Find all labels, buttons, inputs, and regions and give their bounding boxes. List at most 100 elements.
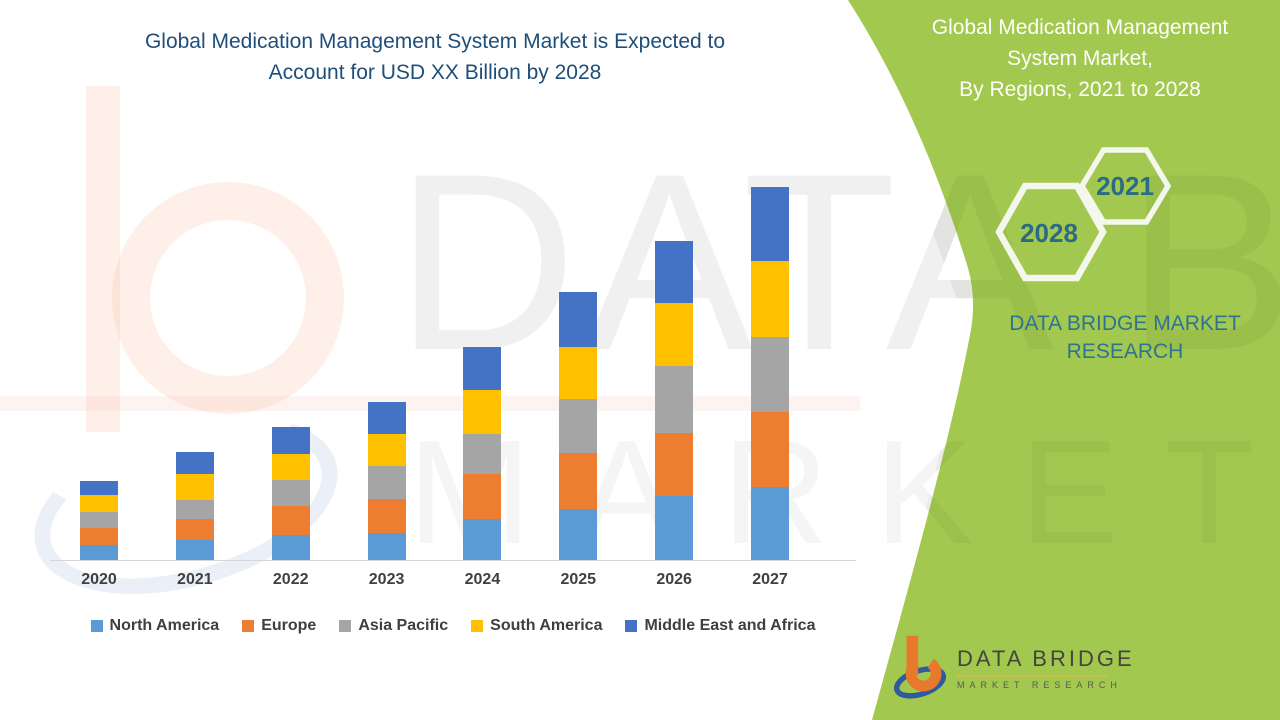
legend-label-asia-pacific: Asia Pacific xyxy=(358,617,449,634)
x-label-2020: 2020 xyxy=(81,571,117,588)
bar-segment-north-america-2022 xyxy=(271,535,310,560)
logo-wordmark: DATA BRIDGE MARKET RESEARCH xyxy=(957,634,1135,690)
legend-item-south-america: South America xyxy=(471,617,602,635)
x-label-2026: 2026 xyxy=(656,571,692,588)
bar-segment-south-america-2025 xyxy=(559,347,598,399)
logo-b-icon xyxy=(893,635,947,699)
x-label-2025: 2025 xyxy=(560,571,597,588)
legend-item-asia-pacific: Asia Pacific xyxy=(339,617,448,635)
logo-underline xyxy=(957,675,1107,677)
brand-text-line2: RESEARCH xyxy=(1066,340,1184,363)
bar-segment-south-america-2021 xyxy=(175,474,214,500)
legend-swatch-south-america xyxy=(471,620,484,632)
panel-title-line1: Global Medication Management xyxy=(931,16,1229,39)
bar-segment-asia-pacific-2020 xyxy=(80,512,118,528)
brand-text: DATA BRIDGE MARKET RESEARCH xyxy=(940,310,1280,366)
legend-label-north-america: North America xyxy=(109,617,220,634)
bar-segment-south-america-2023 xyxy=(367,434,406,466)
bar-segment-north-america-2024 xyxy=(463,519,502,560)
panel-title-line3: By Regions, 2021 to 2028 xyxy=(959,78,1201,101)
bar-segment-middle-east-and-africa-2022 xyxy=(271,427,310,454)
bar-segment-asia-pacific-2027 xyxy=(750,337,789,412)
x-label-2021: 2021 xyxy=(177,571,213,588)
bar-segment-north-america-2025 xyxy=(559,509,598,560)
hexagon-2021 xyxy=(1078,147,1172,225)
x-label-2022: 2022 xyxy=(272,571,309,588)
bar-segment-south-america-2020 xyxy=(80,495,118,512)
bar-2025 xyxy=(559,292,598,560)
legend-label-middle-east-and-africa: Middle East and Africa xyxy=(644,617,816,634)
x-label-2023: 2023 xyxy=(368,571,405,588)
bar-segment-middle-east-and-africa-2023 xyxy=(367,402,406,434)
bar-segment-south-america-2022 xyxy=(271,454,310,480)
bar-segment-middle-east-and-africa-2024 xyxy=(463,347,502,390)
logo-b-stem xyxy=(906,635,919,676)
bar-segment-asia-pacific-2021 xyxy=(175,500,214,519)
bar-segment-middle-east-and-africa-2025 xyxy=(559,292,598,347)
legend-item-europe: Europe xyxy=(242,617,316,635)
x-label-2027: 2027 xyxy=(752,571,788,588)
bar-segment-europe-2020 xyxy=(80,528,118,545)
bar-segment-europe-2021 xyxy=(175,519,214,540)
bar-segment-asia-pacific-2023 xyxy=(367,466,406,499)
bar-segment-europe-2024 xyxy=(463,474,502,519)
logo-b-bowl xyxy=(905,655,942,692)
bar-segment-europe-2022 xyxy=(271,506,310,535)
bar-segment-asia-pacific-2024 xyxy=(463,434,502,474)
panel-title-line2: System Market, xyxy=(1007,47,1153,70)
bar-segment-south-america-2027 xyxy=(750,261,789,337)
bar-segment-middle-east-and-africa-2027 xyxy=(750,187,789,261)
legend-swatch-middle-east-and-africa xyxy=(625,620,638,632)
x-label-2024: 2024 xyxy=(464,571,501,588)
bar-2023 xyxy=(367,402,406,560)
dbmr-logo: DATA BRIDGE MARKET RESEARCH xyxy=(893,634,1135,704)
bar-segment-north-america-2026 xyxy=(655,496,694,560)
chart-title-line1: Global Medication Management System Mark… xyxy=(144,30,726,53)
green-panel-shape xyxy=(848,0,1280,720)
bar-segment-middle-east-and-africa-2020 xyxy=(80,481,118,495)
legend-swatch-europe xyxy=(242,620,255,632)
brand-text-line1: DATA BRIDGE MARKET xyxy=(1009,312,1241,335)
plot-area xyxy=(50,90,856,561)
bar-segment-europe-2026 xyxy=(655,433,694,496)
chart-title: Global Medication Management System Mark… xyxy=(40,26,830,88)
bar-segment-north-america-2023 xyxy=(367,533,406,560)
bar-segment-asia-pacific-2022 xyxy=(271,480,310,506)
bar-segment-north-america-2020 xyxy=(80,545,118,560)
bar-2021 xyxy=(175,452,214,560)
bar-segment-europe-2027 xyxy=(750,412,789,487)
bar-2022 xyxy=(271,427,310,560)
hexagon-2028 xyxy=(995,182,1107,282)
bar-segment-north-america-2021 xyxy=(175,540,214,560)
x-axis-labels: 2020 2021 2022 2023 2024 2025 2026 2027 xyxy=(50,571,856,597)
bar-segment-asia-pacific-2025 xyxy=(559,399,598,453)
bar-segment-south-america-2026 xyxy=(655,303,694,366)
bar-segment-south-america-2024 xyxy=(463,390,502,434)
bar-segment-middle-east-and-africa-2021 xyxy=(175,452,214,474)
legend-label-south-america: South America xyxy=(490,617,603,634)
bar-segment-europe-2023 xyxy=(367,499,406,533)
hexagon-2028-label: 2028 xyxy=(1020,218,1078,248)
hexagon-badges: 2021 2028 xyxy=(995,147,1172,282)
legend-swatch-asia-pacific xyxy=(339,620,352,632)
bar-segment-middle-east-and-africa-2026 xyxy=(655,241,694,303)
legend-swatch-north-america xyxy=(90,620,103,632)
chart-title-line2: Account for USD XX Billion by 2028 xyxy=(268,61,602,84)
legend: North America Europe Asia Pacific South Ame… xyxy=(50,617,856,635)
bar-segment-europe-2025 xyxy=(559,453,598,509)
legend-item-north-america: North America xyxy=(90,617,220,635)
bar-segment-north-america-2027 xyxy=(750,487,789,560)
logo-subtitle: MARKET RESEARCH xyxy=(957,680,1122,690)
bar-2027 xyxy=(750,187,789,560)
hexagon-2021-label: 2021 xyxy=(1096,171,1154,201)
bar-2026 xyxy=(655,241,694,560)
bar-2020 xyxy=(80,481,118,560)
logo-name: DATA BRIDGE xyxy=(957,646,1135,671)
legend-label-europe: Europe xyxy=(261,617,317,634)
legend-item-middle-east-and-africa: Middle East and Africa xyxy=(625,617,815,635)
panel-title: Global Medication Management System Mark… xyxy=(885,12,1275,105)
bar-segment-asia-pacific-2026 xyxy=(655,366,694,433)
bar-2024 xyxy=(463,347,502,560)
